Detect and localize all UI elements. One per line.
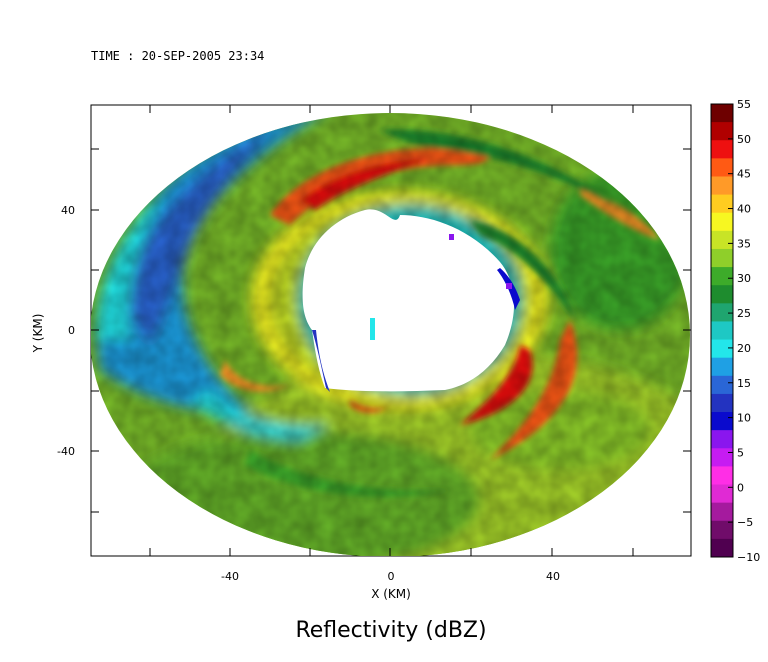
colorbar-segment xyxy=(711,430,733,449)
colorbar-segment xyxy=(711,230,733,250)
x-tick-label: -40 xyxy=(221,570,239,583)
time-label: TIME : 20-SEP-2005 23:34 xyxy=(91,49,264,63)
colorbar-segment xyxy=(711,412,733,431)
colorbar-tick-label: 10 xyxy=(737,412,751,425)
colorbar-tick-label: −5 xyxy=(737,516,753,529)
colorbar-segment xyxy=(711,520,733,540)
colorbar-tick-label: 50 xyxy=(737,133,751,146)
colorbar-segment xyxy=(711,502,733,522)
colorbar-segment xyxy=(711,104,733,123)
colorbar-segment xyxy=(711,303,733,322)
colorbar-tick-label: 55 xyxy=(737,98,751,111)
colorbar-segment xyxy=(711,285,733,304)
x-axis-label: X (KM) xyxy=(371,587,411,601)
y-tick-label: 0 xyxy=(68,324,75,337)
y-tick-label: -40 xyxy=(57,445,75,458)
colorbar-segment xyxy=(711,140,733,159)
colorbar-segment xyxy=(711,538,733,558)
colorbar-segment xyxy=(711,375,733,395)
x-axis xyxy=(149,105,634,556)
colorbar-segment xyxy=(711,267,733,286)
y-axis xyxy=(91,148,691,513)
eye-region xyxy=(302,209,515,392)
colorbar-segment xyxy=(711,448,733,467)
colorbar-tick-label: 20 xyxy=(737,342,751,355)
colorbar-frame xyxy=(710,103,734,558)
colorbar-segment xyxy=(711,339,733,359)
colorbar-segment xyxy=(711,194,733,214)
colorbar-segment xyxy=(711,212,733,232)
colorbar-tick-label: 25 xyxy=(737,307,751,320)
colorbar-tick-label: 5 xyxy=(737,446,744,459)
colorbar-tick-label: 40 xyxy=(737,203,751,216)
colorbar-tick-label: 45 xyxy=(737,168,751,181)
y-axis-label: Y (KM) xyxy=(31,314,45,354)
colorbar-segment xyxy=(711,393,733,413)
colorbar-tick-label: 35 xyxy=(737,237,751,250)
colorbar-segment xyxy=(711,466,733,486)
colorbar-segment xyxy=(711,484,733,504)
colorbar-segment xyxy=(711,357,733,377)
colorbar-tick-label: 0 xyxy=(737,481,744,494)
colorbar-title: Reflectivity (dBZ) xyxy=(295,618,486,643)
colorbar xyxy=(711,104,733,558)
y-tick-label: 40 xyxy=(61,204,75,217)
colorbar-segment xyxy=(711,176,733,196)
colorbar-segment xyxy=(711,248,733,268)
colorbar-tick-label: 30 xyxy=(737,272,751,285)
colorbar-segment xyxy=(711,158,733,177)
colorbar-tick-label: −10 xyxy=(737,551,760,564)
x-tick-label: 40 xyxy=(546,570,560,583)
x-tick-label: 0 xyxy=(388,570,395,583)
colorbar-segment xyxy=(711,321,733,341)
colorbar-tick-label: 15 xyxy=(737,377,751,390)
colorbar-segment xyxy=(711,122,733,141)
